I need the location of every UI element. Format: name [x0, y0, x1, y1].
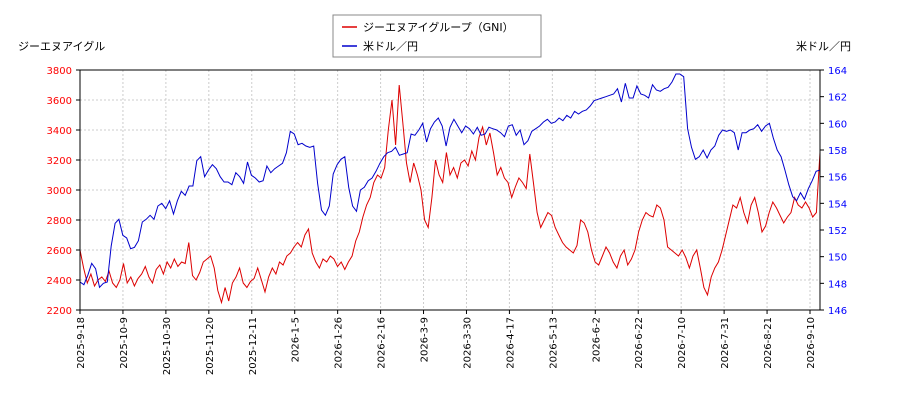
x-tick-label: 2026-6-2 — [591, 317, 602, 362]
left-tick-label: 3400 — [47, 126, 72, 137]
left-tick-label: 3000 — [47, 186, 72, 197]
legend-box — [332, 14, 542, 58]
legend: ジーエヌアイグループ（GNI） 米ドル／円 — [332, 14, 542, 58]
left-tick-label: 2800 — [47, 216, 72, 227]
series-line-gni — [79, 84, 821, 305]
right-tick-label: 158 — [828, 146, 847, 157]
x-tick-label: 2025-10-9 — [119, 317, 130, 369]
x-tick-label: 2026-6-22 — [634, 317, 645, 369]
left-tick-label: 2200 — [47, 306, 72, 317]
left-tick-label: 3600 — [47, 96, 72, 107]
right-axis-label: 米ドル／円 — [796, 40, 851, 53]
legend-label-usdjpy: 米ドル／円 — [363, 40, 418, 53]
x-tick-label: 2026-2-16 — [377, 317, 388, 369]
right-tick-label: 146 — [828, 306, 847, 317]
series-lines — [79, 73, 821, 305]
right-tick-label: 148 — [828, 279, 847, 290]
right-tick-label: 160 — [828, 119, 847, 130]
x-tick-label: 2026-1-26 — [334, 317, 345, 369]
x-tick-label: 2026-8-21 — [763, 317, 774, 369]
right-tick-label: 154 — [828, 199, 847, 210]
left-tick-label: 3200 — [47, 156, 72, 167]
left-tick-label: 2600 — [47, 246, 72, 257]
left-axis-label: ジーエヌアイグル — [18, 39, 105, 53]
right-tick-label: 164 — [828, 66, 847, 77]
x-tick-label: 2026-9-10 — [806, 317, 817, 369]
axes: 2200 2400 2600 2800 3000 3200 3400 3600 3800 146 1… — [47, 66, 848, 375]
x-tick-label: 2025-11-20 — [205, 317, 216, 375]
x-tick-label: 2025-10-30 — [162, 317, 173, 375]
x-tick-label: 2026-4-17 — [505, 317, 516, 369]
right-tick-label: 156 — [828, 173, 847, 184]
x-tick-label: 2026-5-13 — [548, 317, 559, 369]
right-tick-label: 162 — [828, 93, 847, 104]
left-tick-label: 3800 — [47, 66, 72, 77]
x-tick-label: 2026-7-10 — [677, 317, 688, 369]
legend-label-gni: ジーエヌアイグループ（GNI） — [363, 20, 514, 34]
x-tick-label: 2026-7-31 — [720, 317, 731, 369]
series-line-usdjpy — [79, 73, 821, 289]
x-tick-label: 2025-12-11 — [248, 317, 259, 375]
right-tick-label: 150 — [828, 253, 847, 264]
right-tick-label: 152 — [828, 226, 847, 237]
grid-lines — [79, 69, 820, 311]
x-tick-label: 2026-3-30 — [462, 317, 473, 369]
x-tick-label: 2026-3-9 — [420, 317, 431, 362]
left-tick-label: 2400 — [47, 276, 72, 287]
x-tick-label: 2025-9-18 — [76, 317, 87, 369]
x-tick-label: 2026-1-5 — [291, 317, 302, 362]
